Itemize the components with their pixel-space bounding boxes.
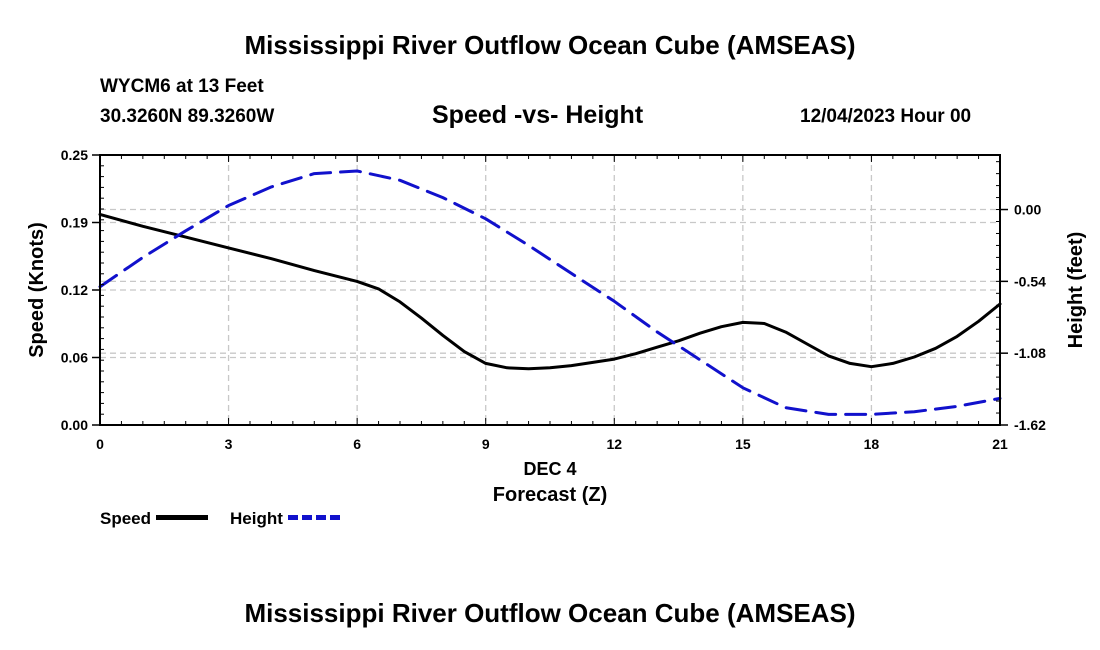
- y2-tick-label: 0.00: [1014, 202, 1041, 218]
- legend-speed-label: Speed: [100, 509, 152, 528]
- coordinates-label: 30.3260N 89.3260W: [100, 106, 275, 127]
- x-tick-label: 6: [353, 436, 361, 452]
- footer-title: Mississippi River Outflow Ocean Cube (AM…: [244, 598, 856, 628]
- y-tick-label: 0.19: [61, 215, 88, 231]
- y-tick-label: 0.25: [61, 147, 88, 163]
- x-axis-date-label: DEC 4: [523, 459, 576, 479]
- chart-title: Mississippi River Outflow Ocean Cube (AM…: [244, 30, 856, 60]
- y2-tick-label: -1.62: [1014, 417, 1046, 433]
- x-tick-label: 15: [735, 436, 751, 452]
- station-label: WYCM6 at 13 Feet: [100, 76, 264, 97]
- x-tick-label: 21: [992, 436, 1008, 452]
- chart-subtitle: Speed -vs- Height: [432, 101, 644, 129]
- speed-series-line: [98, 212, 1002, 371]
- x-tick-label: 18: [864, 436, 880, 452]
- legend-height-label: Height: [230, 509, 283, 528]
- legend-height: Height: [230, 509, 340, 529]
- y2-tick-label: -0.54: [1014, 273, 1046, 289]
- y-tick-label: 0.12: [61, 282, 88, 298]
- y-tick-label: 0.00: [61, 417, 88, 433]
- y2-tick-label: -1.08: [1014, 345, 1046, 361]
- y-tick-label: 0.06: [61, 350, 88, 366]
- y2-axis-label: Height (feet): [1065, 232, 1087, 349]
- x-axis-label: Forecast (Z): [493, 484, 607, 506]
- height-series-line: [98, 169, 1002, 416]
- legend-height-line: [287, 515, 340, 521]
- legend-speed: Speed: [100, 509, 208, 529]
- grid-layer: [100, 155, 1000, 426]
- series-layer: [98, 169, 1002, 416]
- datetime-label: 12/04/2023 Hour 00: [800, 106, 972, 127]
- x-tick-label: 9: [482, 436, 490, 452]
- y-axis-label: Speed (Knots): [26, 222, 48, 358]
- x-tick-label: 3: [225, 436, 233, 452]
- x-tick-label: 12: [606, 436, 622, 452]
- x-tick-label: 0: [96, 436, 104, 452]
- legend-speed-line: [155, 515, 208, 521]
- tick-layer: 0 3 6 9 12 15 18 21 0.00 0.06 0.12 0.19 0.25 0.00 -0.5…: [61, 147, 1046, 452]
